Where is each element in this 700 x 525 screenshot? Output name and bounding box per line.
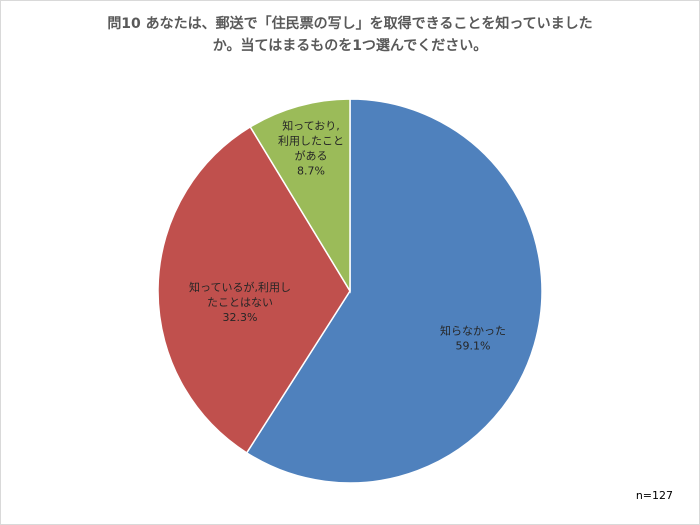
slice-unaware bbox=[245, 98, 543, 484]
data-label-text: がある bbox=[295, 149, 328, 163]
data-label-value: 8.7% bbox=[297, 165, 325, 178]
sample-size-note: n=127 bbox=[635, 489, 673, 502]
data-label-value: 32.3% bbox=[223, 311, 258, 324]
slice-aware-used bbox=[249, 98, 351, 294]
data-label-text: たことはない bbox=[207, 296, 273, 309]
data-label-text: 知っており, bbox=[282, 119, 340, 133]
data-label: 知っているが,利用したことはない 32.3% bbox=[189, 280, 291, 324]
chart-title-line-1: 問10 あなたは、郵送で「住民票の写し」を取得できることを知っていました bbox=[107, 16, 593, 32]
chart-title: 問10 あなたは、郵送で「住民票の写し」を取得できることを知っていました か。当… bbox=[1, 13, 699, 57]
data-label-text: 知らなかった bbox=[440, 324, 506, 338]
chart-title-line-2: か。当てはまるものを1つ選んでください。 bbox=[212, 38, 488, 54]
data-label-text: 利用したこと bbox=[278, 135, 344, 148]
slice-aware-not-used bbox=[157, 125, 351, 454]
data-label-text: 知っているが,利用し bbox=[189, 280, 291, 294]
data-label-value: 59.1% bbox=[456, 340, 491, 353]
data-label: 知らなかった 59.1% bbox=[440, 324, 506, 353]
data-label: 知っており, 利用したことがある 8.7% bbox=[278, 119, 344, 178]
